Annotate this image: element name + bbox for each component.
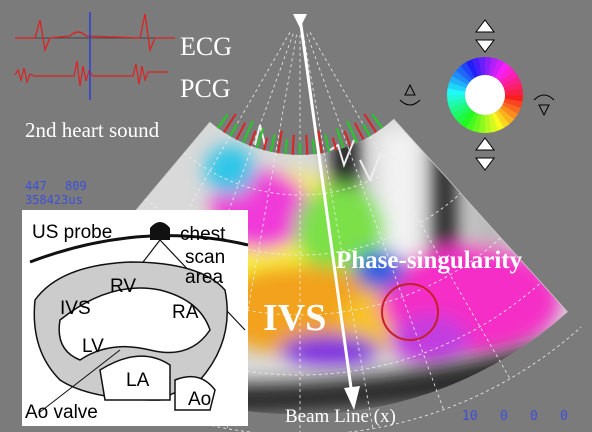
footer-readout: 10: [462, 409, 478, 424]
inset-label: Ao: [188, 389, 211, 410]
figure: ECG PCG 2nd heart sound 447 809 358423us…: [0, 0, 592, 432]
wheel-hole: [465, 75, 505, 115]
inset-label: chest: [180, 224, 226, 245]
pcg-label: PCG: [180, 74, 231, 103]
readout: 358423us: [25, 193, 83, 207]
beam-line-label: Beam Line (x): [285, 406, 396, 427]
inset-label: LA: [126, 370, 150, 391]
readout: 447: [25, 179, 47, 193]
phase-singularity-label: Phase-singularity: [336, 247, 523, 274]
spike: [293, 135, 294, 155]
inset-label: RA: [172, 302, 199, 323]
inset-label: area: [185, 267, 223, 288]
footer-readout: 0: [530, 409, 538, 424]
inset-label: scan: [185, 247, 225, 268]
inset-label: LV: [82, 336, 104, 357]
ivs-label: IVS: [263, 297, 326, 339]
annotation: 2nd heart sound: [25, 118, 160, 142]
ecg-label: ECG: [180, 32, 232, 61]
inset-label: US probe: [32, 222, 112, 243]
readout: 809: [65, 179, 87, 193]
inset-label: Ao valve: [25, 402, 98, 423]
color-wheel: [447, 57, 523, 133]
spike: [306, 135, 307, 155]
inset-label: RV: [110, 276, 136, 297]
inset-label: IVS: [60, 298, 91, 319]
footer-readout: 0: [560, 409, 568, 424]
footer-readout: 0: [500, 409, 508, 424]
